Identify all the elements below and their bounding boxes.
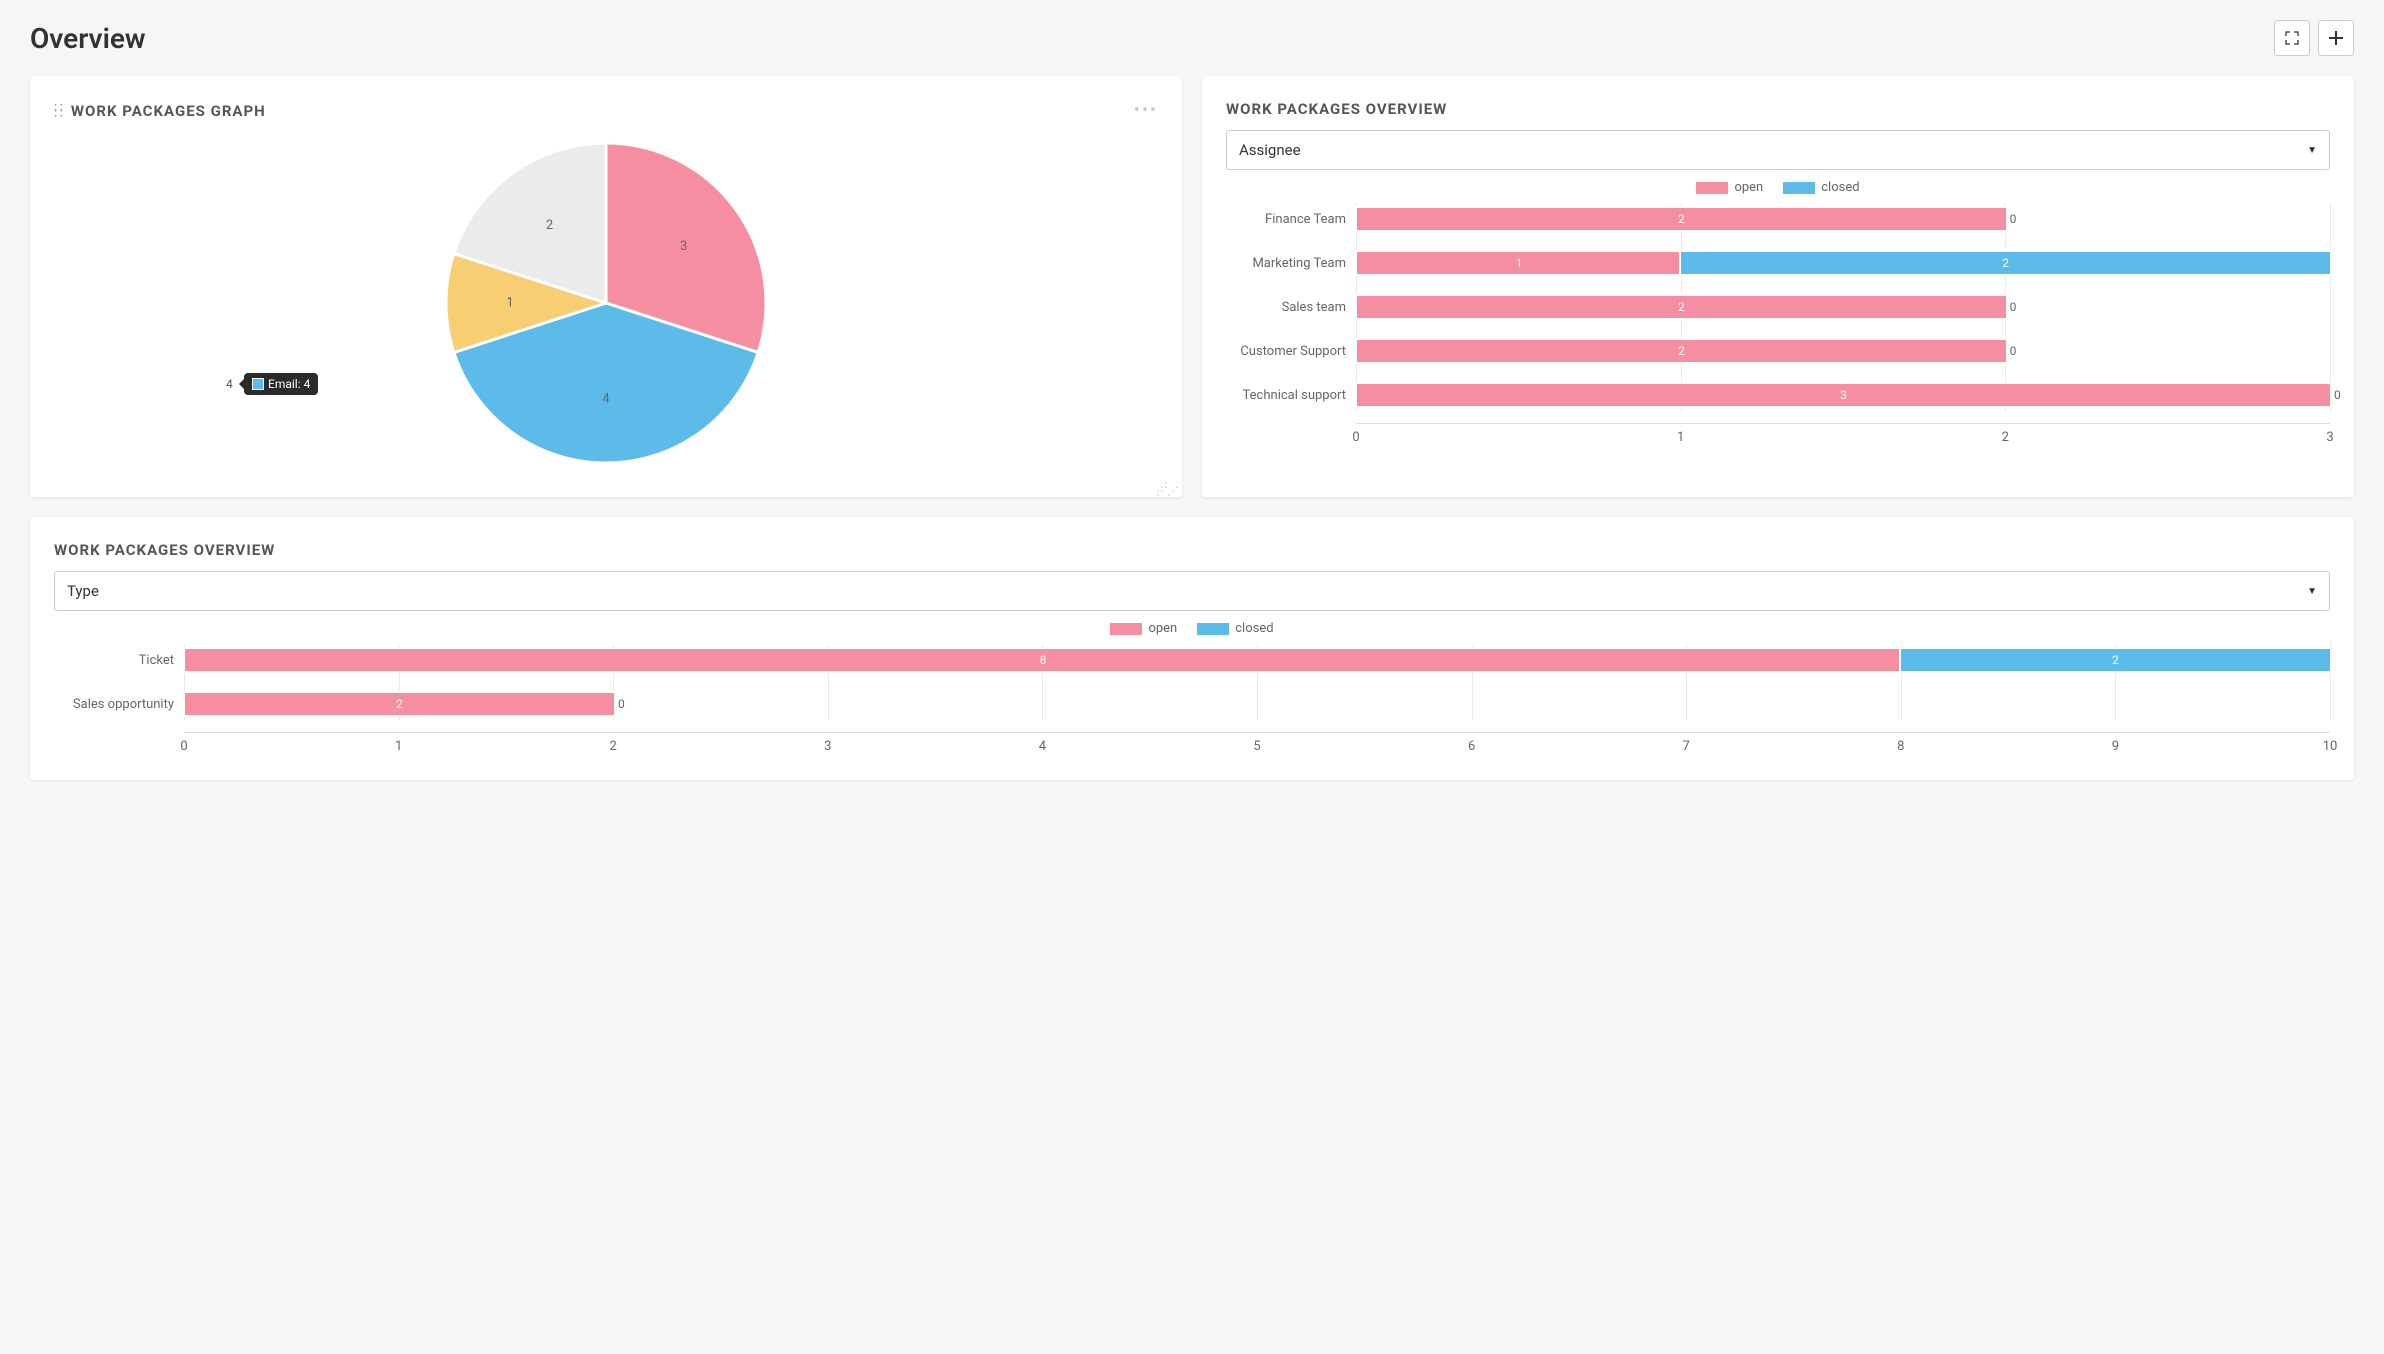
hbar-x-axis: 012345678910 [184, 732, 2330, 756]
axis-tick: 4 [1039, 739, 1046, 754]
axis-tick: 9 [2112, 739, 2119, 754]
chart-tooltip: 4 Email: 4 [244, 373, 318, 395]
hbar-row: Customer Support20 [1226, 335, 2330, 367]
widget-type: WORK PACKAGES OVERVIEW Type ▼ open close… [30, 517, 2354, 780]
axis-tick: 3 [824, 739, 831, 754]
widget-title: WORK PACKAGES OVERVIEW [54, 541, 275, 559]
hbar-segment-open[interactable]: 2 [1357, 340, 2006, 362]
hbar-segment-open[interactable]: 2 [185, 693, 614, 715]
group-by-select[interactable]: Type ▼ [54, 571, 2330, 611]
select-value: Assignee [1239, 141, 1301, 159]
widget-title: WORK PACKAGES GRAPH [71, 102, 266, 120]
header-actions [2274, 20, 2354, 56]
hbar-category-label: Sales opportunity [54, 697, 184, 712]
chart-legend: open closed [1226, 180, 2330, 195]
fullscreen-button[interactable] [2274, 20, 2310, 56]
hbar-track: 82 [184, 647, 2330, 673]
hbar-row: Finance Team20 [1226, 203, 2330, 235]
chart-legend: open closed [54, 621, 2330, 636]
hbar-track: 30 [1356, 382, 2330, 408]
hbar-track: 20 [1356, 294, 2330, 320]
page-title: Overview [30, 22, 146, 55]
hbar-row: Technical support30 [1226, 379, 2330, 411]
pie-slice-label: 2 [546, 218, 553, 233]
hbar-row: Sales opportunity20 [54, 688, 2330, 720]
axis-tick: 0 [1352, 430, 1359, 445]
hbar-category-label: Sales team [1226, 300, 1356, 315]
axis-tick: 8 [1897, 739, 1904, 754]
plus-icon [2327, 29, 2345, 47]
axis-tick: 2 [2002, 430, 2009, 445]
expand-icon [2284, 30, 2300, 46]
select-value: Type [67, 582, 99, 600]
axis-tick: 5 [1253, 739, 1260, 754]
add-widget-button[interactable] [2318, 20, 2354, 56]
axis-tick: 0 [180, 739, 187, 754]
hbar-category-label: Finance Team [1226, 212, 1356, 227]
legend-item-closed[interactable]: closed [1783, 180, 1859, 195]
pie-chart: 3 4 1 2 4 Email: 4 [54, 133, 1158, 473]
pie-slice-label: 4 [602, 391, 610, 406]
legend-item-open[interactable]: open [1110, 621, 1177, 636]
hbar-category-label: Ticket [54, 653, 184, 668]
hbar-chart: Ticket82Sales opportunity20012345678910 [54, 644, 2330, 756]
hbar-category-label: Technical support [1226, 388, 1356, 403]
widget-menu-button[interactable]: ••• [1134, 100, 1158, 121]
widget-pie: ∷∷ WORK PACKAGES GRAPH ••• 3 4 1 2 4 Email:… [30, 76, 1182, 497]
chevron-down-icon: ▼ [2307, 586, 2317, 597]
hbar-segment-open[interactable]: 2 [1357, 208, 2006, 230]
pie-slice-label: 1 [506, 295, 513, 310]
hbar-segment-closed[interactable]: 2 [1681, 252, 2330, 274]
pie-slice-label: 3 [680, 239, 687, 254]
tooltip-slice-label: 4 [226, 377, 233, 391]
resize-handle-icon[interactable]: ⋰⋰⋰ [1156, 485, 1178, 493]
chevron-down-icon: ▼ [2307, 145, 2317, 156]
widget-title: WORK PACKAGES OVERVIEW [1226, 100, 1447, 118]
axis-tick: 3 [2326, 430, 2333, 445]
hbar-row: Marketing Team12 [1226, 247, 2330, 279]
legend-item-closed[interactable]: closed [1197, 621, 1273, 636]
legend-item-open[interactable]: open [1696, 180, 1763, 195]
tooltip-swatch [252, 378, 264, 390]
widget-assignee: WORK PACKAGES OVERVIEW Assignee ▼ open c… [1202, 76, 2354, 497]
hbar-segment-open[interactable]: 3 [1357, 384, 2330, 406]
hbar-segment-closed[interactable]: 2 [1901, 649, 2330, 671]
axis-tick: 2 [610, 739, 617, 754]
hbar-track: 20 [1356, 206, 2330, 232]
axis-tick: 7 [1683, 739, 1690, 754]
hbar-chart: Finance Team20Marketing Team12Sales team… [1226, 203, 2330, 447]
group-by-select[interactable]: Assignee ▼ [1226, 130, 2330, 170]
drag-handle-icon[interactable]: ∷∷ [54, 105, 61, 117]
axis-tick: 1 [395, 739, 402, 754]
axis-tick: 6 [1468, 739, 1475, 754]
hbar-segment-open[interactable]: 2 [1357, 296, 2006, 318]
tooltip-text: Email: 4 [268, 377, 310, 391]
hbar-row: Sales team20 [1226, 291, 2330, 323]
hbar-track: 20 [184, 691, 2330, 717]
axis-tick: 10 [2323, 739, 2338, 754]
hbar-segment-open[interactable]: 8 [185, 649, 1901, 671]
hbar-x-axis: 0123 [1356, 423, 2330, 447]
axis-tick: 1 [1677, 430, 1684, 445]
hbar-segment-open[interactable]: 1 [1357, 252, 1681, 274]
hbar-track: 20 [1356, 338, 2330, 364]
hbar-row: Ticket82 [54, 644, 2330, 676]
hbar-track: 12 [1356, 250, 2330, 276]
hbar-category-label: Customer Support [1226, 344, 1356, 359]
hbar-category-label: Marketing Team [1226, 256, 1356, 271]
